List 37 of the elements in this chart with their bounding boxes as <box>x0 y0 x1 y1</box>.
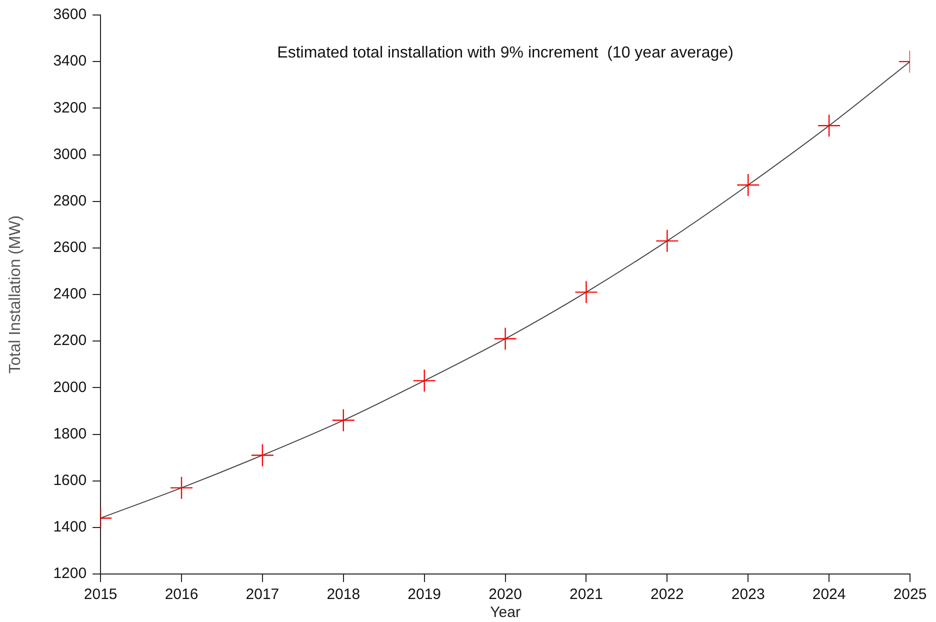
y-tick-label: 2000 <box>53 378 87 396</box>
x-tick-label: 2017 <box>246 586 280 604</box>
y-tick-label: 1200 <box>53 565 87 582</box>
point <box>412 369 436 392</box>
annotation: Estimated total installation with 9% increment (10 year average) <box>277 44 734 62</box>
y-tick-label: 3600 <box>53 6 87 24</box>
y-tick-label: 2600 <box>53 239 87 256</box>
y-tick-label: 3200 <box>53 99 87 116</box>
line-series <box>100 61 910 519</box>
point <box>656 229 679 253</box>
y-tick-label: 3400 <box>53 52 87 70</box>
x-tick-label: 2019 <box>408 586 442 604</box>
y-tick-label: 1600 <box>53 472 87 489</box>
y-tick-label: 2400 <box>53 286 87 303</box>
point <box>574 280 598 304</box>
y-tick-label: 1400 <box>53 518 87 536</box>
x-tick-label: 2016 <box>164 586 198 604</box>
x-tick-label: 2021 <box>570 586 603 604</box>
y-tick-label: 1800 <box>53 425 87 442</box>
x-tick-label: 2020 <box>488 586 522 604</box>
point <box>494 327 517 350</box>
x-tick-label: 2022 <box>650 586 684 604</box>
point <box>817 114 841 138</box>
y-tick-label: 3000 <box>53 146 87 163</box>
x-tick-label: 2018 <box>326 586 360 604</box>
point <box>170 476 194 500</box>
y-tick-label: 2200 <box>53 332 87 350</box>
x-tick-label: 2023 <box>731 586 765 604</box>
point <box>332 408 355 432</box>
y-tick-label: 2800 <box>53 192 87 210</box>
y-axis-title: Total Installation (MW) <box>7 215 24 374</box>
x-tick-label: 2015 <box>84 586 118 604</box>
x-axis-title: Year <box>490 604 520 622</box>
point <box>250 444 274 467</box>
point <box>736 173 760 197</box>
x-tick-label: 2024 <box>812 586 846 604</box>
x-tick-label: 2025 <box>893 586 927 604</box>
